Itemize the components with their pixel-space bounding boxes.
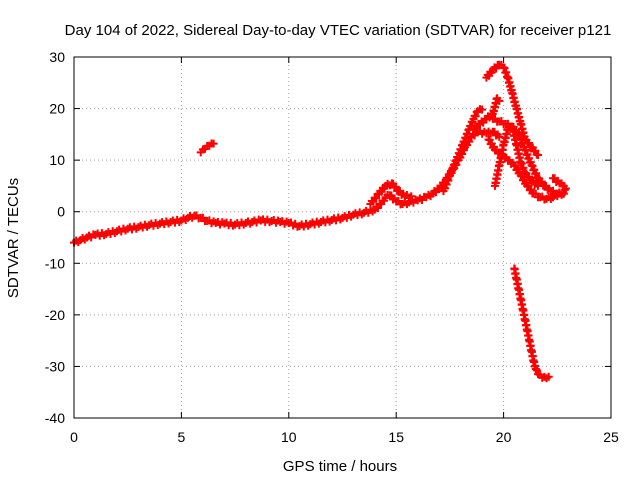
data-point-marker [561, 184, 570, 193]
data-point-marker [478, 105, 487, 114]
x-tick-label: 15 [388, 429, 404, 445]
x-tick-label: 20 [496, 429, 512, 445]
plot-frame [73, 56, 612, 419]
y-tick-label: 30 [49, 49, 65, 65]
data-point-marker [531, 365, 540, 374]
data-point-marker [531, 146, 540, 155]
data-point-marker [372, 194, 381, 203]
data-point-marker [559, 189, 568, 198]
y-tick-label: -10 [45, 255, 65, 271]
series-track-main [70, 126, 504, 247]
data-point-marker [209, 139, 218, 148]
data-point-marker [537, 177, 546, 186]
x-tick-label: 0 [70, 429, 78, 445]
y-tick-label: 20 [49, 101, 65, 117]
grid-layer [74, 57, 611, 418]
x-tick-label: 10 [281, 429, 297, 445]
series-track-fall [510, 264, 553, 383]
y-tick-label: 0 [57, 204, 65, 220]
chart-title: Day 104 of 2022, Sidereal Day-to-day VTE… [65, 22, 612, 39]
series-track-rise-1 [439, 105, 487, 196]
series-track-drop-a [491, 122, 542, 190]
x-tick-label: 5 [178, 429, 186, 445]
x-tick-label: 25 [603, 429, 619, 445]
data-point-marker [527, 185, 536, 194]
x-axis-label: GPS time / hours [283, 458, 397, 475]
y-tick-label: 10 [49, 152, 65, 168]
y-tick-label: -30 [45, 358, 65, 374]
data-point-marker [495, 96, 504, 105]
data-point-marker [471, 112, 480, 121]
tick-layer: 0 5 10 15 20 25 -40 -30 -20 -10 0 10 20 30 [45, 49, 619, 445]
data-point-marker [524, 172, 533, 181]
y-axis-label: SDTVAR / TECUs [5, 178, 22, 298]
data-point-marker [407, 192, 416, 201]
data-point-marker [373, 204, 382, 213]
data-point-marker [533, 150, 542, 159]
data-layer [70, 60, 570, 383]
data-point-marker [544, 372, 553, 381]
series-track-drop-b [484, 135, 564, 204]
data-point-marker [560, 185, 569, 194]
data-point-marker [533, 181, 542, 190]
series-track-rise-2 [469, 94, 504, 134]
series-track-early [196, 139, 218, 157]
data-point-marker [532, 366, 541, 375]
y-tick-label: -20 [45, 307, 65, 323]
series-track-bump [366, 179, 416, 208]
y-tick-label: -40 [45, 410, 65, 426]
series-track-end [549, 174, 570, 198]
data-point-marker [391, 182, 400, 191]
